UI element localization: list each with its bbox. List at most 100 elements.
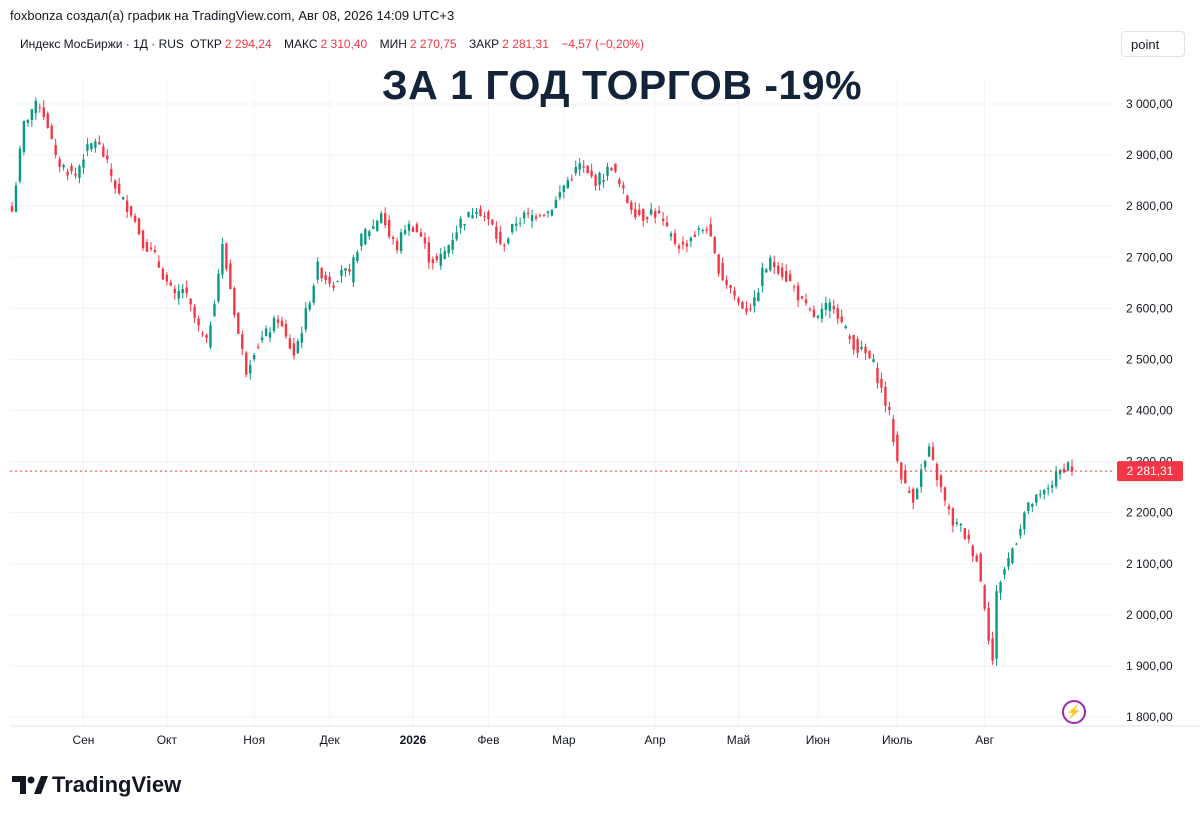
candle-body [1043, 489, 1046, 495]
candle-body [614, 163, 617, 172]
candle-body [999, 582, 1002, 593]
candle-body [467, 211, 470, 218]
candle-body [102, 146, 105, 157]
open-value: 2 294,24 [224, 37, 272, 51]
x-tick-label: 2026 [400, 733, 427, 747]
candle-body [908, 490, 911, 493]
candle-body [121, 197, 125, 200]
candle-body [530, 215, 534, 222]
candle-body [487, 211, 490, 220]
x-tick-label: Мар [552, 733, 576, 747]
candle-body [590, 170, 593, 177]
unit-button[interactable]: point [1121, 31, 1185, 57]
candle-body [975, 555, 978, 562]
candle-body [578, 163, 581, 170]
candle-body [249, 365, 252, 374]
candle-body [411, 227, 415, 232]
candle-body [566, 180, 569, 189]
change-value: −4,57 (−0,20%) [561, 37, 644, 51]
candle-body [546, 211, 550, 213]
candle-body [1050, 485, 1054, 488]
candle-body [967, 534, 970, 540]
candle-body [70, 165, 73, 172]
candle-body [761, 267, 764, 287]
candle-body [129, 206, 133, 216]
candle-body [455, 232, 458, 240]
candle-body [709, 224, 712, 237]
candle-body [526, 212, 530, 214]
candle-body [1007, 557, 1010, 567]
candle-body [340, 269, 343, 276]
candle-body [947, 506, 951, 510]
candle-body [110, 169, 113, 176]
candle-body [780, 267, 784, 277]
candle-body [419, 232, 423, 237]
symbol-legend: Индекс МосБиржи · 1Д · RUS ОТКР 2 294,24 … [20, 37, 653, 51]
candle-body [312, 285, 315, 303]
candle-body [118, 184, 121, 194]
x-tick-label: Авг [975, 733, 994, 747]
candle-body [451, 240, 454, 250]
candle-body [387, 220, 391, 237]
candle-body [173, 288, 176, 294]
close-label: ЗАКР [468, 37, 500, 51]
candle-body [372, 226, 375, 229]
candle-body [1027, 502, 1030, 511]
candle-body [816, 315, 820, 318]
candle-body [824, 302, 828, 310]
candle-body [634, 208, 637, 218]
candle-body [308, 303, 311, 310]
lightning-icon[interactable]: ⚡ [1062, 700, 1086, 724]
candle-body [649, 209, 653, 215]
candle-body [427, 242, 431, 263]
x-tick-label: Ноя [243, 733, 265, 747]
candle-body [749, 308, 752, 310]
candle-body [284, 324, 288, 337]
candle-body [507, 238, 510, 244]
candle-body [971, 545, 974, 557]
open-label: ОТКР [190, 37, 222, 51]
candle-body [276, 319, 280, 323]
low-label: МИН [379, 37, 407, 51]
candle-body [919, 469, 923, 487]
candle-body [983, 585, 986, 609]
candle-body [864, 346, 867, 354]
candle-body [812, 309, 816, 317]
candle-body [1062, 468, 1066, 473]
candle-body [383, 213, 387, 226]
candle-body [364, 229, 367, 245]
candle-body [280, 320, 284, 327]
candle-body [511, 223, 514, 233]
candle-body [42, 107, 45, 117]
candle-body [570, 179, 573, 181]
candle-body [653, 211, 657, 218]
candle-body [1039, 493, 1042, 496]
candle-body [58, 159, 61, 167]
candle-body [673, 233, 677, 244]
candle-body [165, 274, 169, 282]
candle-body [697, 228, 701, 230]
candle-body [241, 334, 244, 349]
candle-body [646, 217, 649, 220]
candle-body [268, 332, 272, 338]
symbol-name[interactable]: Индекс МосБиржи · 1Д · RUS [20, 37, 184, 51]
candle-body [860, 346, 863, 349]
tradingview-logo-icon [12, 776, 48, 794]
candle-body [788, 274, 792, 282]
candle-body [264, 328, 268, 336]
candle-body [14, 185, 18, 212]
candle-body [189, 298, 192, 305]
candle-body [74, 173, 77, 176]
candle-body [185, 287, 188, 294]
candle-body [1066, 462, 1070, 471]
high-label: МАКС [283, 37, 318, 51]
candle-body [320, 267, 323, 279]
candle-body [721, 262, 724, 281]
candle-body [459, 218, 462, 228]
brand-name: TradingView [52, 772, 182, 797]
candle-body [54, 144, 57, 155]
candle-body [618, 179, 621, 185]
candle-body [848, 336, 851, 339]
candle-body [757, 292, 760, 302]
